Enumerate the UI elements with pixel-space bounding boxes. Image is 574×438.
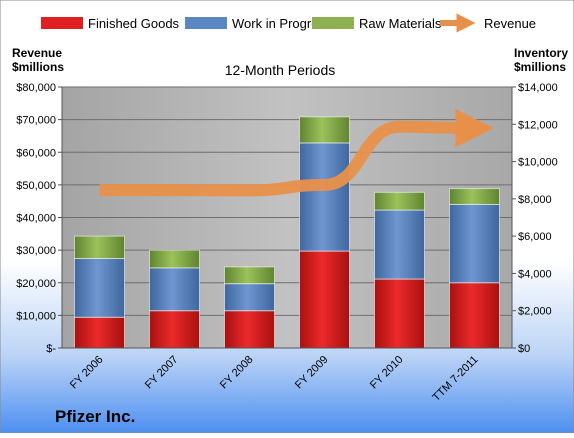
bar-work-in-progress-1 (149, 267, 200, 312)
bar-work-in-progress-5 (449, 203, 500, 284)
bar-finished-goods-3 (299, 250, 350, 349)
bar-raw-materials-5 (449, 188, 500, 205)
bar-raw-materials-0 (74, 235, 125, 260)
right-tick-label-3: $6,000 (518, 231, 552, 243)
revenue-line-layer (99, 108, 494, 197)
left-tick-label-8: $80,000 (16, 82, 56, 94)
bar-raw-materials-2 (224, 266, 275, 285)
bar-finished-goods-5 (449, 282, 500, 349)
left-axis-title-line1: Revenue (12, 46, 62, 60)
left-tick-label-0: $- (46, 343, 56, 355)
left-tick-label-6: $60,000 (16, 147, 56, 159)
left-axis-title-line2: $millions (12, 60, 64, 74)
right-tick-label-2: $4,000 (518, 268, 552, 280)
legend-label-raw-materials: Raw Materials (359, 16, 442, 31)
bar-work-in-progress-0 (74, 258, 125, 318)
revenue-line (99, 108, 494, 197)
left-tick-label-5: $50,000 (16, 180, 56, 192)
right-tick-label-0: $0 (518, 343, 530, 355)
bar-raw-materials-1 (149, 249, 200, 269)
right-tick-label-4: $8,000 (518, 194, 552, 206)
right-tick-label-7: $14,000 (518, 82, 558, 94)
bar-work-in-progress-2 (224, 283, 275, 312)
right-axis-title-line2: $millions (514, 60, 566, 74)
right-tick-label-1: $2,000 (518, 306, 552, 318)
legend-label-work-in-progress: Work in Progress (232, 16, 332, 31)
bar-raw-materials-3 (299, 116, 350, 144)
left-tick-label-1: $10,000 (16, 310, 56, 322)
bar-finished-goods-1 (149, 310, 200, 349)
bar-raw-materials-4 (374, 191, 425, 211)
bar-stacks (74, 116, 500, 349)
left-tick-label-4: $40,000 (16, 213, 56, 225)
right-tick-label-5: $10,000 (518, 157, 558, 169)
legend-swatch-finished-goods (41, 17, 83, 29)
bar-finished-goods-0 (74, 316, 125, 349)
bar-finished-goods-2 (224, 310, 275, 349)
chart-title: 12-Month Periods (225, 62, 336, 78)
legend: Finished Goods Work in Progress Raw Mate… (41, 13, 536, 33)
right-tick-label-6: $12,000 (518, 119, 558, 131)
legend-swatch-work-in-progress (185, 17, 227, 29)
legend-label-revenue: Revenue (484, 16, 536, 31)
left-tick-label-3: $30,000 (16, 245, 56, 257)
bar-work-in-progress-3 (299, 142, 350, 252)
company-name: Pfizer Inc. (55, 407, 135, 426)
bar-finished-goods-4 (374, 278, 425, 349)
legend-label-finished-goods: Finished Goods (88, 16, 180, 31)
right-axis-title-line1: Inventory (514, 46, 568, 60)
legend-swatch-raw-materials (312, 17, 354, 29)
left-tick-label-7: $70,000 (16, 115, 56, 127)
bar-work-in-progress-4 (374, 209, 425, 280)
left-tick-label-2: $20,000 (16, 278, 56, 290)
gridlines (62, 86, 512, 316)
